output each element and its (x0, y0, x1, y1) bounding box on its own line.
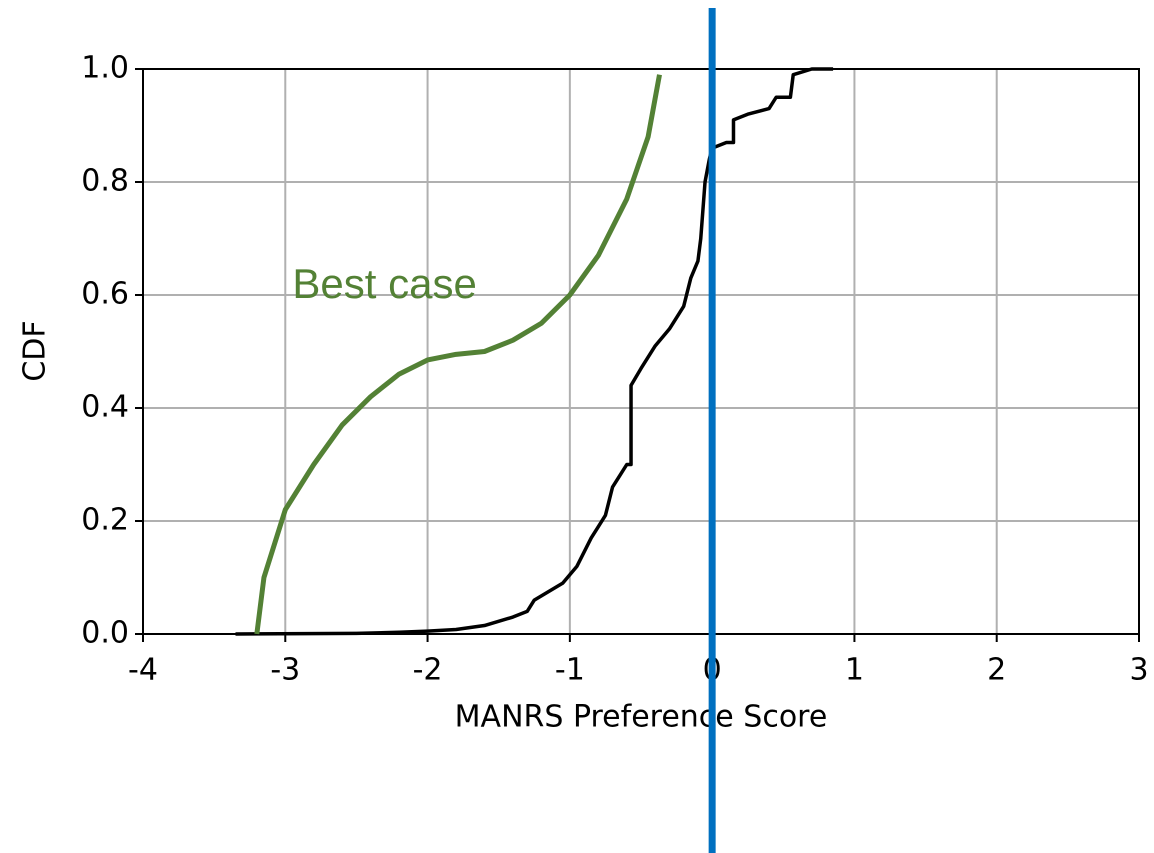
x-tick-label: -1 (555, 653, 585, 688)
x-axis-label: MANRS Preference Score (455, 700, 828, 735)
y-tick-label: 0.0 (81, 616, 129, 651)
y-tick-label: 0.2 (81, 503, 129, 538)
cdf-line (235, 67, 834, 636)
annotation: Best case (292, 260, 476, 307)
cdf-line (254, 74, 662, 635)
y-tick-label: 0.8 (81, 164, 129, 199)
y-tick-label: 1.0 (81, 51, 129, 86)
x-tick-label: 2 (987, 653, 1006, 688)
y-tick-label: 0.6 (81, 277, 129, 312)
x-tick-label: 3 (1129, 653, 1148, 688)
y-tick-label: 0.4 (81, 390, 129, 425)
x-tick-label: -4 (128, 653, 158, 688)
x-tick-label: 1 (845, 653, 864, 688)
x-tick-label: -3 (270, 653, 300, 688)
y-axis-label: CDF (18, 320, 53, 381)
plot-frame (142, 68, 1140, 635)
x-tick-label: -2 (413, 653, 443, 688)
